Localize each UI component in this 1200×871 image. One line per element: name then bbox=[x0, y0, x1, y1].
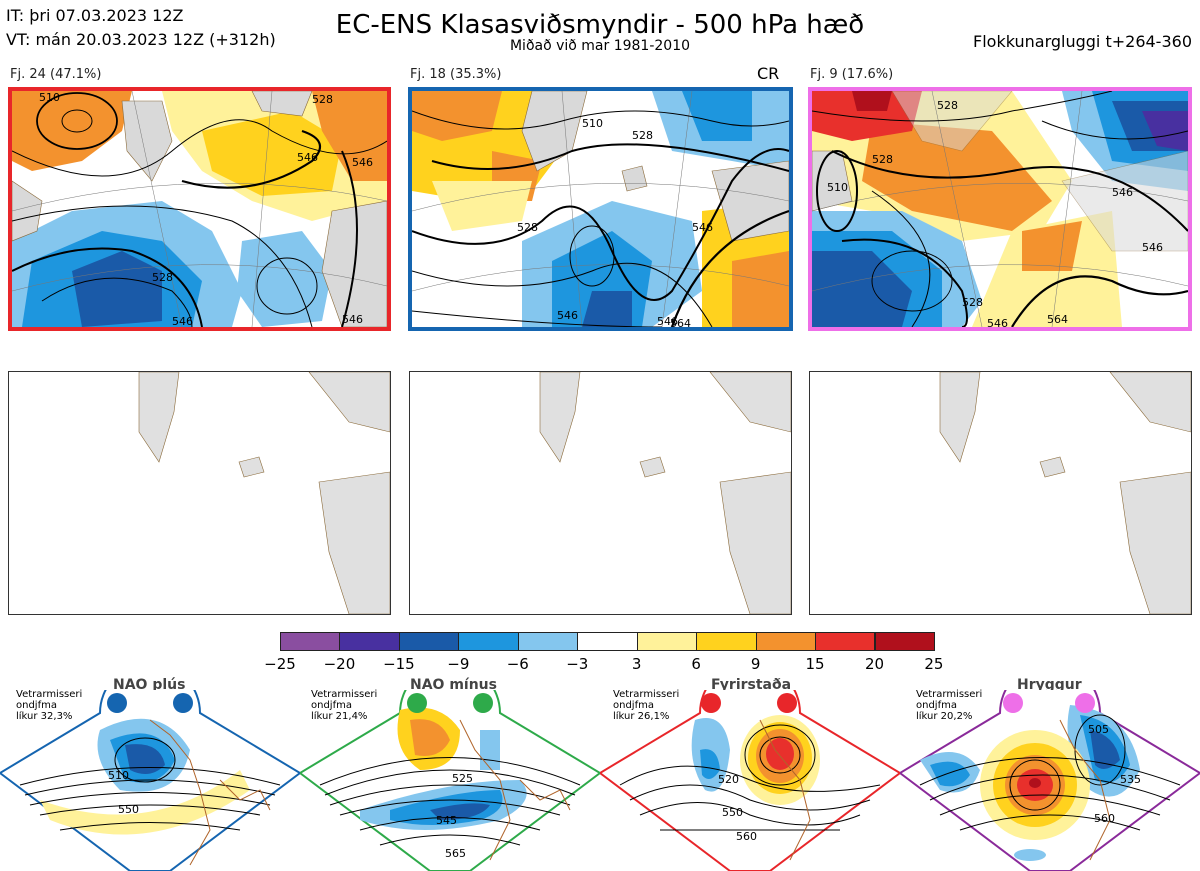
regime-2-fan: 525 545 565 bbox=[300, 690, 600, 871]
init-time: IT: þri 07.03.2023 12Z bbox=[6, 6, 184, 25]
contour-label: 528 bbox=[312, 93, 333, 106]
colorbar-swatch bbox=[636, 632, 698, 651]
page-title: EC-ENS Klasasviðsmyndir - 500 hPa hæð bbox=[335, 10, 865, 40]
contour-label: 510 bbox=[582, 117, 603, 130]
colorbar-swatch bbox=[874, 632, 935, 651]
regime-3-marker bbox=[701, 693, 721, 713]
contour-label: 510 bbox=[827, 181, 848, 194]
colorbar-tick-label: −20 bbox=[323, 655, 356, 673]
regime-2-marker bbox=[407, 693, 427, 713]
colorbar-swatch bbox=[577, 632, 638, 651]
contour-label: 546 bbox=[342, 313, 363, 326]
contour-label: 520 bbox=[718, 773, 739, 786]
contour-label: 564 bbox=[670, 317, 691, 327]
regime-4-title: Hryggur bbox=[1017, 677, 1082, 693]
cluster-2-tag: CR bbox=[757, 64, 780, 83]
contour-label: 564 bbox=[1047, 313, 1068, 326]
contour-label: 546 bbox=[657, 315, 678, 327]
colorbar-tick-label: 20 bbox=[864, 655, 885, 673]
contour-label: 528 bbox=[152, 271, 173, 284]
contour-label: 535 bbox=[1120, 773, 1141, 786]
colorbar-swatch bbox=[339, 632, 400, 651]
colorbar-swatch bbox=[280, 632, 341, 651]
colorbar-tick-label: 6 bbox=[691, 655, 701, 673]
contour-label: 546 bbox=[172, 315, 193, 327]
regime-1-marker bbox=[173, 693, 193, 713]
cluster-3-map[interactable]: 510 528 528 546 528 546 546 564 bbox=[808, 87, 1192, 331]
contour-label: 565 bbox=[445, 847, 466, 860]
colorbar-swatch bbox=[398, 632, 460, 651]
contour-label: 528 bbox=[872, 153, 893, 166]
regime-4-marker bbox=[1003, 693, 1023, 713]
colorbar-tick-label: 15 bbox=[805, 655, 825, 673]
cluster-3-label: Fj. 9 (17.6%) bbox=[810, 67, 894, 82]
contour-label: 550 bbox=[722, 806, 743, 819]
regime-3-marker bbox=[777, 693, 797, 713]
regime-3-title: Fyrirstaða bbox=[711, 677, 792, 693]
contour-label: 546 bbox=[692, 221, 713, 234]
cluster-2-map[interactable]: 510 528 528 546 546 546 564 bbox=[408, 87, 793, 331]
colorbar-swatch bbox=[696, 632, 757, 651]
regime-4-fan: 505 535 560 bbox=[900, 690, 1200, 871]
empty-map-1 bbox=[8, 371, 391, 615]
contour-label: 528 bbox=[632, 129, 653, 142]
contour-label: 546 bbox=[1142, 241, 1163, 254]
contour-label: 546 bbox=[557, 309, 578, 322]
colorbar-swatch bbox=[517, 632, 579, 651]
contour-label: 525 bbox=[452, 772, 473, 785]
valid-time: VT: mán 20.03.2023 12Z (+312h) bbox=[6, 30, 276, 49]
regime-1-fan: 510 550 bbox=[0, 690, 300, 871]
colorbar-swatch bbox=[458, 632, 519, 651]
colorbar-tick-label: −9 bbox=[447, 655, 470, 673]
contour-label: 560 bbox=[1094, 812, 1115, 825]
contour-label: 546 bbox=[297, 151, 318, 164]
contour-label: 546 bbox=[987, 317, 1008, 327]
regime-1-note: Vetrarmisseri ondjfma líkur 32,3% bbox=[16, 689, 83, 722]
regime-1-marker bbox=[107, 693, 127, 713]
colorbar-tick-label: 9 bbox=[750, 655, 761, 673]
regime-4-note: Vetrarmisseri ondjfma líkur 20,2% bbox=[916, 689, 983, 722]
colorbar-tick-label: −6 bbox=[506, 655, 529, 673]
contour-label: 545 bbox=[436, 814, 457, 827]
contour-label: 528 bbox=[517, 221, 538, 234]
contour-label: 546 bbox=[352, 156, 373, 169]
contour-label: 528 bbox=[937, 99, 958, 112]
contour-label: 510 bbox=[39, 91, 60, 104]
colorbar-tick-label: −3 bbox=[566, 655, 589, 673]
regime-2-title: NAO mínus bbox=[410, 677, 497, 693]
contour-label: 560 bbox=[736, 830, 757, 843]
regime-1-title: NAO plús bbox=[113, 677, 186, 693]
colorbar-tick-label: 3 bbox=[631, 655, 642, 673]
cluster-2-label: Fj. 18 (35.3%) bbox=[410, 67, 502, 82]
contour-label: 510 bbox=[108, 769, 129, 782]
contour-label: 550 bbox=[118, 803, 139, 816]
contour-label: 546 bbox=[1112, 186, 1133, 199]
page-subtitle: Miðað við mar 1981-2010 bbox=[509, 38, 691, 54]
colorbar-tick-label: −15 bbox=[383, 655, 415, 673]
cluster-1-map[interactable]: 510 528 546 528 546 546 546 bbox=[8, 87, 391, 331]
regime-2-note: Vetrarmisseri ondjfma líkur 21,4% bbox=[311, 689, 378, 722]
colorbar-tick-label: −25 bbox=[264, 655, 296, 673]
regime-2-marker bbox=[473, 693, 493, 713]
contour-label: 528 bbox=[962, 296, 983, 309]
cluster-1-label: Fj. 24 (47.1%) bbox=[10, 67, 102, 82]
empty-map-3 bbox=[809, 371, 1192, 615]
colorbar-swatch bbox=[815, 632, 876, 651]
regime-3-fan: 520 550 560 bbox=[600, 690, 900, 871]
empty-map-2 bbox=[409, 371, 792, 615]
regime-4-marker bbox=[1075, 693, 1095, 713]
contour-label: 505 bbox=[1088, 723, 1109, 736]
colorbar-tick-label: 25 bbox=[924, 655, 944, 673]
regime-3-note: Vetrarmisseri ondjfma líkur 26,1% bbox=[613, 689, 680, 722]
colorbar-swatch bbox=[755, 632, 817, 651]
classification-window: Flokkunargluggi t+264-360 bbox=[973, 32, 1192, 51]
